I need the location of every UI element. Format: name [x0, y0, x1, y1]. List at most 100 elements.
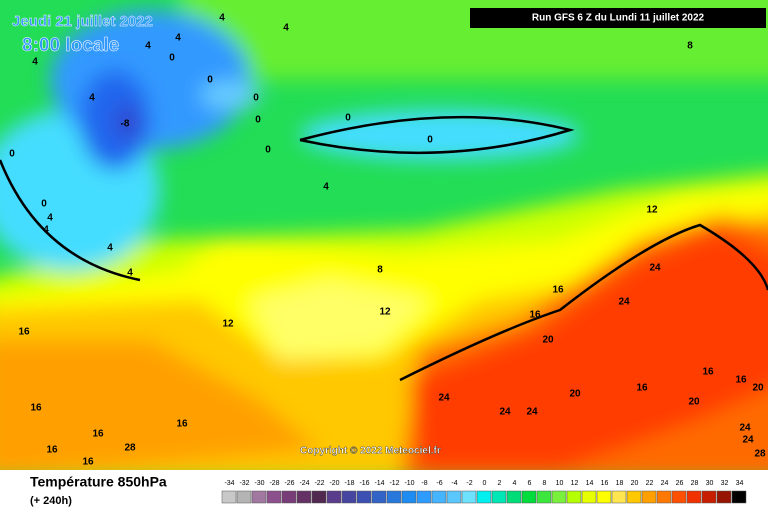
valid-date: Jeudi 21 juillet 2022	[12, 13, 153, 30]
colorbar-swatch	[566, 490, 582, 504]
contour-label: 0	[345, 113, 351, 124]
colorbar-label: 2	[498, 480, 502, 487]
colorbar-swatch	[266, 490, 282, 504]
contour-label: 4	[175, 33, 181, 44]
colorbar-label: -16	[359, 480, 369, 487]
contour-label: 4	[323, 182, 329, 193]
colorbar-swatch	[581, 490, 597, 504]
copyright: Copyright © 2022 Meteociel.fr	[300, 446, 441, 457]
colorbar-label: -18	[344, 480, 354, 487]
colorbar-swatch	[686, 490, 702, 504]
contour-label: 12	[222, 319, 234, 330]
run-banner	[470, 8, 766, 28]
colorbar-swatch	[731, 490, 747, 504]
contour-label: 12	[379, 307, 391, 318]
contour-label: 16	[30, 403, 42, 414]
contour-label: 24	[649, 263, 661, 274]
colorbar-swatch	[536, 490, 552, 504]
colorbar-swatch	[641, 490, 657, 504]
contour-label: 0	[41, 199, 47, 210]
contour-label: 16	[636, 383, 648, 394]
colorbar-label: 16	[601, 480, 609, 487]
contour-label: 0	[9, 149, 15, 160]
contour-label: 20	[688, 397, 700, 408]
colorbar-label: 8	[543, 480, 547, 487]
colorbar-swatch	[596, 490, 612, 504]
colorbar-label: 4	[513, 480, 517, 487]
colorbar-label: 18	[616, 480, 624, 487]
colorbar-swatch	[416, 490, 432, 504]
colorbar-swatch	[326, 490, 342, 504]
colorbar-label: 32	[721, 480, 729, 487]
contour-label: 16	[46, 445, 58, 456]
contour-label: 20	[569, 389, 581, 400]
contour-label: 16	[82, 457, 94, 468]
colorbar-label: -26	[284, 480, 294, 487]
contour-label: 28	[754, 449, 766, 460]
contour-label: 4	[47, 213, 53, 224]
contour-label: 24	[438, 393, 450, 404]
contour-label: -8	[121, 119, 130, 130]
footer-subtitle: (+ 240h)	[30, 495, 72, 507]
contour-label: 16	[176, 419, 188, 430]
colorbar-label: -6	[436, 480, 442, 487]
colorbar-swatch	[521, 490, 537, 504]
colorbar-swatch	[281, 490, 297, 504]
colorbar-label: 30	[706, 480, 714, 487]
contour-label: 4	[127, 268, 133, 279]
colorbar-swatch	[221, 490, 237, 504]
colorbar-swatch	[656, 490, 672, 504]
contour-label: 4	[283, 23, 289, 34]
contour-label: 20	[752, 383, 764, 394]
colorbar-swatch	[446, 490, 462, 504]
colorbar-swatch	[371, 490, 387, 504]
contour-label: 16	[702, 367, 714, 378]
colorbar-swatch	[431, 490, 447, 504]
contour-label: 4	[89, 93, 95, 104]
colorbar-label: 6	[528, 480, 532, 487]
colorbar-label: -30	[254, 480, 264, 487]
colorbar-swatch	[311, 490, 327, 504]
colorbar-label: 26	[676, 480, 684, 487]
colorbar-swatch	[671, 490, 687, 504]
colorbar-label: 34	[736, 480, 744, 487]
contour-label: 16	[529, 310, 541, 321]
colorbar-label: 14	[586, 480, 594, 487]
colorbar-swatch	[611, 490, 627, 504]
contour-label: 0	[169, 53, 175, 64]
contour-label: 16	[18, 327, 30, 338]
colorbar-swatch	[296, 490, 312, 504]
run-info: Run GFS 6 Z du Lundi 11 juillet 2022	[532, 13, 705, 24]
contour-label: 0	[207, 75, 213, 86]
colorbar-swatch	[551, 490, 567, 504]
colorbar-swatch	[626, 490, 642, 504]
colorbar-swatch	[476, 490, 492, 504]
valid-time: 8:00 locale	[22, 35, 119, 56]
contour-label: 16	[735, 375, 747, 386]
colorbar-label: -32	[239, 480, 249, 487]
contour-label: 0	[265, 145, 271, 156]
colorbar-label: -14	[374, 480, 384, 487]
contour-label: 24	[526, 407, 538, 418]
colorbar-swatch	[356, 490, 372, 504]
contour-label: 24	[739, 423, 751, 434]
contour-label: 8	[377, 265, 383, 276]
colorbar-label: 22	[646, 480, 654, 487]
colorbar-label: -22	[314, 480, 324, 487]
colorbar-swatch	[401, 490, 417, 504]
colorbar-swatch	[491, 490, 507, 504]
colorbar-swatch	[386, 490, 402, 504]
colorbar-label: 24	[661, 480, 669, 487]
colorbar-label: 20	[631, 480, 639, 487]
contour-label: 4	[32, 57, 38, 68]
contour-label: 4	[219, 13, 225, 24]
colorbar-swatch	[716, 490, 732, 504]
colorbar-label: -20	[329, 480, 339, 487]
colorbar-label: 0	[483, 480, 487, 487]
colorbar-label: 10	[556, 480, 564, 487]
colorbar-label: -34	[224, 480, 234, 487]
contour-label: 12	[646, 205, 658, 216]
colorbar: -34 -32 -30 -28 -26 -24 -22 -20 -18 -16 -14 -12 -10-…	[221, 480, 747, 504]
contour-label: 24	[499, 407, 511, 418]
